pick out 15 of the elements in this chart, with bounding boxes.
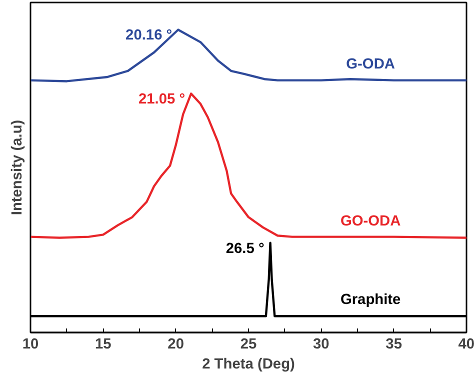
annotation: 26.5 ° — [226, 240, 264, 257]
x-tick-label: 30 — [313, 336, 330, 352]
x-tick-label: 25 — [240, 336, 257, 352]
x-tick-label: 10 — [22, 336, 39, 352]
series-label: G-ODA — [346, 56, 396, 72]
series-label: GO-ODA — [340, 214, 402, 230]
y-axis-title: Intensity (a.u) — [10, 120, 26, 216]
annotation: 20.16 ° — [126, 28, 172, 44]
x-tick-label: 20 — [168, 336, 184, 352]
x-tick-label: 15 — [95, 336, 112, 352]
x-tick-label: 40 — [458, 336, 474, 352]
annotation: 21.05 ° — [138, 92, 186, 108]
x-axis-title: 2 Theta (Deg) — [202, 356, 296, 372]
x-tick-label: 35 — [386, 336, 402, 352]
series-label: Graphite — [340, 292, 401, 308]
